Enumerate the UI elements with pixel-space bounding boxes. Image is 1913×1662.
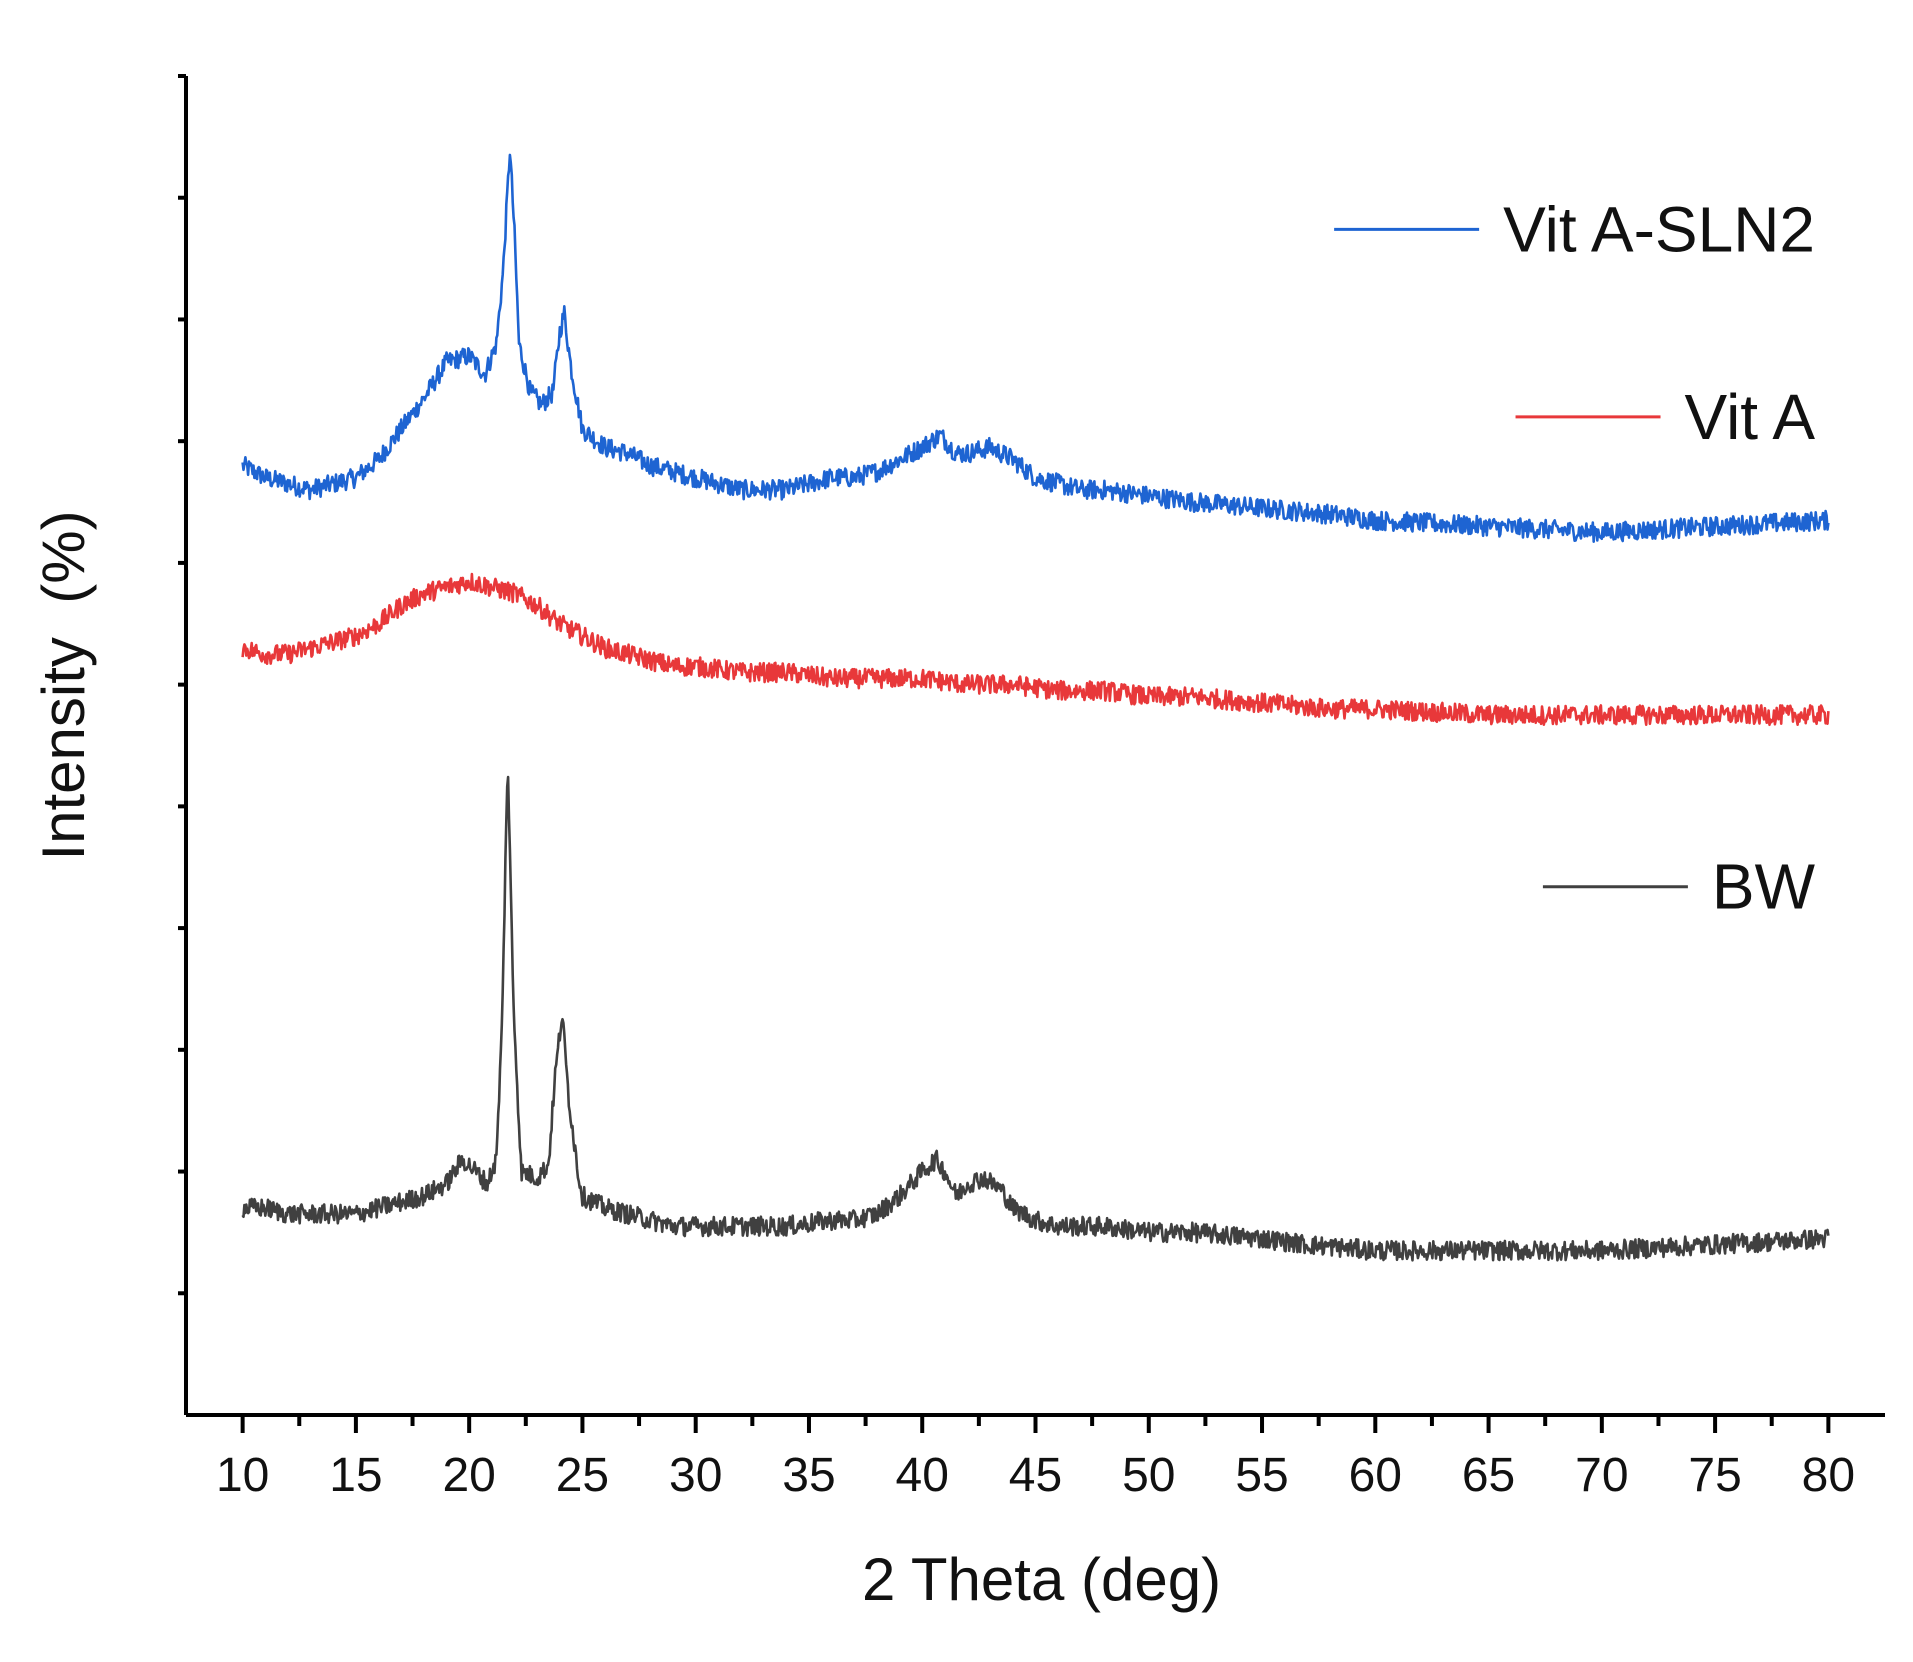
- legend-label: Vit A: [1685, 381, 1816, 453]
- x-tick-label: 60: [1349, 1449, 1402, 1502]
- x-tick-label: 15: [329, 1449, 382, 1502]
- x-axis-tick-labels: 10 15 20 25 30 35 40 45 50 55 60 65 70 75 80: [216, 1449, 1855, 1502]
- series-group: [241, 153, 1830, 1262]
- x-tick-label: 45: [1009, 1449, 1062, 1502]
- series-line-2: [241, 572, 1830, 727]
- x-tick-label: 40: [896, 1449, 949, 1502]
- x-tick-label: 50: [1122, 1449, 1175, 1502]
- x-tick-label: 20: [442, 1449, 495, 1502]
- x-tick-label: 35: [782, 1449, 835, 1502]
- x-tick-label: 80: [1802, 1449, 1855, 1502]
- y-axis-title: Intensity (%): [30, 510, 97, 860]
- legend-item: BW: [1542, 851, 1816, 923]
- x-tick-label: 25: [556, 1449, 609, 1502]
- x-tick-label: 55: [1235, 1449, 1288, 1502]
- axes: 10 15 20 25 30 35 40 45 50 55 60 65 70 75 80: [178, 74, 1885, 1502]
- series-line-1: [241, 153, 1830, 543]
- x-axis-title: 2 Theta (deg): [862, 1546, 1221, 1613]
- x-tick-label: 75: [1688, 1449, 1741, 1502]
- legend-item: Vit A-SLN2: [1334, 193, 1815, 265]
- legend: Vit A-SLN2 Vit A BW: [1334, 193, 1816, 923]
- y-axis-ticks: [178, 74, 186, 1296]
- series-line-3: [241, 775, 1830, 1262]
- legend-label: Vit A-SLN2: [1503, 193, 1815, 265]
- x-axis-ticks: [240, 1415, 1831, 1433]
- x-tick-label: 30: [669, 1449, 722, 1502]
- x-tick-label: 65: [1462, 1449, 1515, 1502]
- legend-label: BW: [1712, 851, 1816, 923]
- x-tick-label: 10: [216, 1449, 269, 1502]
- x-tick-label: 70: [1575, 1449, 1628, 1502]
- legend-item: Vit A: [1515, 381, 1816, 453]
